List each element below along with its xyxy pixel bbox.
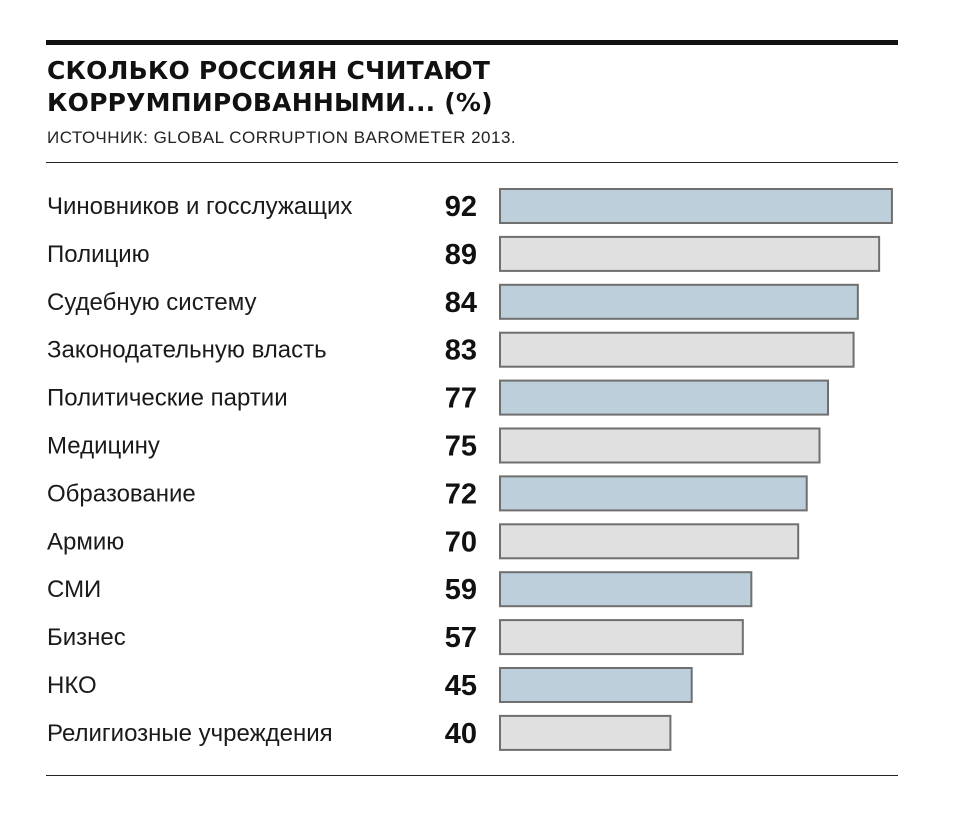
value-label: 70	[445, 526, 477, 558]
category-label: Чиновников и госслужащих	[47, 193, 352, 220]
category-label: Религиозные учреждения	[47, 720, 333, 747]
bar	[499, 714, 672, 751]
bar	[499, 188, 893, 224]
category-label: Бизнес	[47, 624, 126, 651]
category-label: Полицию	[47, 241, 150, 268]
chart-title: СКОЛЬКО РОССИЯН СЧИТАЮТ КОРРУМПИРОВАННЫМ…	[47, 55, 867, 119]
category-label: СМИ	[47, 576, 101, 603]
value-label: 57	[445, 622, 477, 654]
bar	[499, 283, 859, 320]
bar	[499, 571, 753, 608]
value-label: 59	[445, 574, 477, 606]
bar	[499, 331, 855, 368]
top-rule	[46, 40, 898, 45]
value-label: 72	[445, 478, 477, 510]
value-label: 92	[445, 191, 477, 223]
value-label: 45	[445, 670, 477, 702]
category-label: НКО	[47, 672, 97, 699]
bar	[499, 379, 830, 416]
category-label: Судебную систему	[47, 289, 257, 316]
category-label: Армию	[47, 528, 124, 555]
category-label: Медицину	[47, 433, 160, 460]
bar	[499, 619, 744, 656]
bar	[499, 427, 821, 464]
header-divider	[46, 162, 898, 163]
category-label: Политические партии	[47, 385, 288, 412]
chart-title-line2: КОРРУМПИРОВАННЫМИ... (%)	[47, 88, 493, 117]
value-label: 75	[445, 431, 477, 463]
bar	[499, 235, 881, 272]
category-label: Образование	[47, 480, 196, 507]
bar	[499, 667, 693, 703]
value-label: 84	[445, 287, 477, 319]
bar	[499, 523, 800, 560]
category-label: Законодательную власть	[47, 337, 327, 364]
chart-title-line1: СКОЛЬКО РОССИЯН СЧИТАЮТ	[47, 56, 491, 85]
value-label: 89	[445, 239, 477, 271]
bottom-rule	[46, 775, 898, 776]
value-label: 77	[445, 383, 477, 415]
value-label: 83	[445, 335, 477, 367]
value-label: 40	[445, 718, 477, 750]
bar	[499, 475, 808, 512]
chart-source: ИСТОЧНИК: GLOBAL CORRUPTION BAROMETER 20…	[47, 128, 517, 147]
